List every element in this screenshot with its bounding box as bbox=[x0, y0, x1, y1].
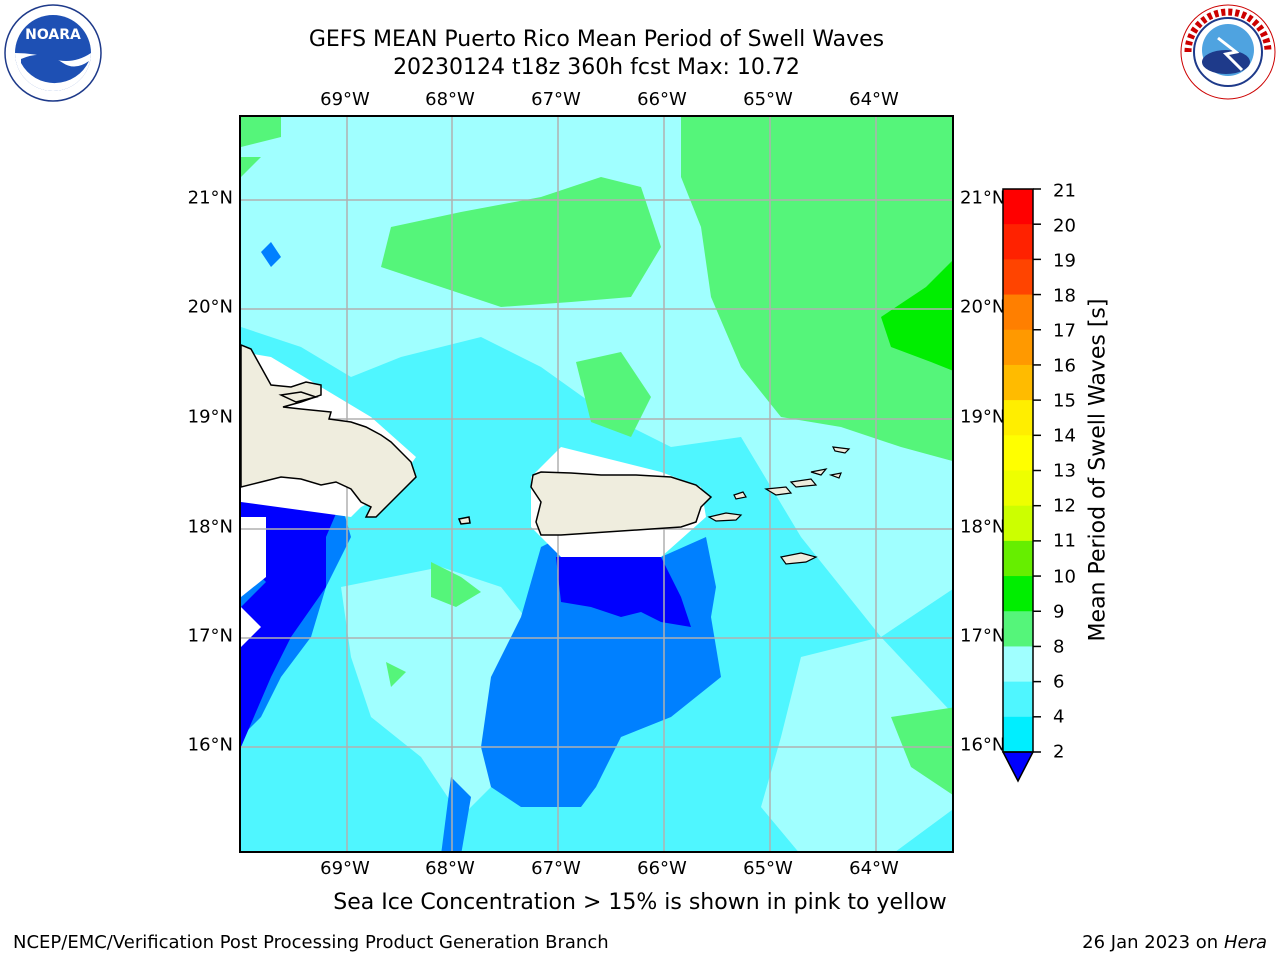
lat-label-left: 20°N bbox=[187, 296, 233, 318]
contour-10-11s bbox=[881, 261, 952, 371]
nws-logo-icon bbox=[1180, 4, 1276, 100]
lon-label-top: 65°W bbox=[743, 89, 793, 110]
lon-label-top: 69°W bbox=[320, 89, 370, 110]
colorbar-tick-label: 16 bbox=[1053, 355, 1076, 377]
contour-9-10s bbox=[891, 707, 952, 795]
lon-label-bottom: 68°W bbox=[425, 858, 475, 879]
contour-2-4s bbox=[261, 242, 281, 267]
lon-label-bottom: 69°W bbox=[320, 858, 370, 879]
colorbar-tick-label: 12 bbox=[1053, 495, 1076, 517]
contour-9-10s bbox=[241, 117, 281, 147]
land-mask bbox=[241, 607, 261, 647]
lon-label-top: 68°W bbox=[425, 89, 475, 110]
colorbar-tick-label: 15 bbox=[1053, 390, 1076, 412]
contour-below-2s bbox=[556, 557, 691, 627]
map-subtitle: 20230124 t18z 360h fcst Max: 10.72 bbox=[393, 55, 800, 80]
lon-label-bottom: 65°W bbox=[743, 858, 793, 879]
colorbar-tick-label: 6 bbox=[1053, 671, 1065, 693]
lon-label-bottom: 67°W bbox=[531, 858, 581, 879]
lat-label-right: 21°N bbox=[960, 187, 1006, 209]
colorbar-band bbox=[1003, 470, 1033, 507]
colorbar-tick-label: 17 bbox=[1053, 320, 1076, 342]
colorbar-tick-label: 4 bbox=[1053, 706, 1065, 728]
contour-8-9s bbox=[241, 117, 341, 217]
lat-label-right: 19°N bbox=[960, 406, 1006, 428]
colorbar-band bbox=[1003, 364, 1033, 401]
lat-label-left: 16°N bbox=[187, 734, 233, 756]
colorbar-tick-label: 14 bbox=[1053, 425, 1076, 447]
colorbar-title: Mean Period of Swell Waves [s] bbox=[1085, 298, 1111, 642]
colorbar-band bbox=[1003, 716, 1033, 753]
colorbar-tick-label: 10 bbox=[1053, 566, 1076, 588]
lon-label-bottom: 66°W bbox=[637, 858, 687, 879]
land-puerto-rico bbox=[530, 471, 713, 536]
land-hispaniola bbox=[241, 344, 417, 518]
map-area[interactable] bbox=[239, 115, 954, 853]
lat-label-left: 21°N bbox=[187, 187, 233, 209]
contour-2-4s bbox=[441, 777, 471, 851]
colorbar-band bbox=[1003, 681, 1033, 718]
contour-9-10s bbox=[241, 157, 261, 177]
lat-label-left: 18°N bbox=[187, 516, 233, 538]
lat-label-left: 17°N bbox=[187, 625, 233, 647]
contour-9-10s bbox=[576, 352, 651, 437]
colorbar-tick-label: 11 bbox=[1053, 530, 1076, 552]
swell-period-field bbox=[241, 117, 952, 851]
colorbar-tick-label: 8 bbox=[1053, 636, 1065, 658]
map-title: GEFS MEAN Puerto Rico Mean Period of Swe… bbox=[308, 27, 885, 52]
footer-credit: NCEP/EMC/Verification Post Processing Pr… bbox=[13, 932, 609, 953]
colorbar-tick-label: 9 bbox=[1053, 601, 1065, 623]
contour-9-10s bbox=[386, 662, 406, 687]
contour-9-10s bbox=[381, 177, 661, 307]
footer-date: 26 Jan 2023 on Hera bbox=[1082, 932, 1267, 953]
contour-8-9s bbox=[761, 637, 952, 851]
colorbar-tick-label: 20 bbox=[1053, 215, 1076, 237]
footer-date-text: 26 Jan 2023 on bbox=[1082, 932, 1224, 953]
colorbar-tick-label: 18 bbox=[1053, 285, 1076, 307]
colorbar-band bbox=[1003, 505, 1033, 542]
noaa-logo-text: NOARA bbox=[25, 27, 81, 43]
colorbar-band bbox=[1003, 611, 1033, 647]
colorbar-band bbox=[1003, 435, 1033, 471]
lon-label-top: 64°W bbox=[849, 89, 899, 110]
land-mask bbox=[241, 517, 266, 597]
colorbar-band bbox=[1003, 259, 1033, 296]
colorbar-band bbox=[1003, 646, 1033, 683]
colorbar-band bbox=[1003, 189, 1033, 225]
colorbar-band bbox=[1003, 400, 1033, 436]
land-mona-island bbox=[457, 516, 471, 525]
lat-label-right: 18°N bbox=[960, 516, 1006, 538]
lat-label-left: 19°N bbox=[187, 406, 233, 428]
colorbar-tick-label: 13 bbox=[1053, 460, 1076, 482]
colorbar-tick-label: 19 bbox=[1053, 250, 1076, 272]
land-small-island bbox=[278, 391, 319, 403]
colorbar-band bbox=[1003, 294, 1033, 331]
noaa-logo-icon: NOARA bbox=[4, 4, 102, 102]
lat-label-right: 17°N bbox=[960, 625, 1006, 647]
colorbar bbox=[1001, 188, 1041, 783]
contour-9-10s bbox=[681, 117, 952, 461]
colorbar-band bbox=[1003, 540, 1033, 577]
colorbar-band bbox=[1003, 576, 1033, 612]
colorbar-band bbox=[1003, 329, 1033, 366]
colorbar-band bbox=[1003, 224, 1033, 260]
lon-label-top: 67°W bbox=[531, 89, 581, 110]
lon-label-top: 66°W bbox=[637, 89, 687, 110]
lat-label-right: 20°N bbox=[960, 296, 1006, 318]
contour-9-10s bbox=[431, 562, 481, 607]
colorbar-tick-label: 21 bbox=[1053, 180, 1076, 202]
footer-host: Hera bbox=[1223, 932, 1267, 953]
lon-label-bottom: 64°W bbox=[849, 858, 899, 879]
lat-label-right: 16°N bbox=[960, 734, 1006, 756]
land-virgin-islands bbox=[707, 446, 851, 565]
sea-ice-note: Sea Ice Concentration > 15% is shown in … bbox=[333, 890, 947, 915]
colorbar-extend-triangle bbox=[1001, 751, 1035, 783]
colorbar-tick-label: 2 bbox=[1053, 741, 1065, 763]
